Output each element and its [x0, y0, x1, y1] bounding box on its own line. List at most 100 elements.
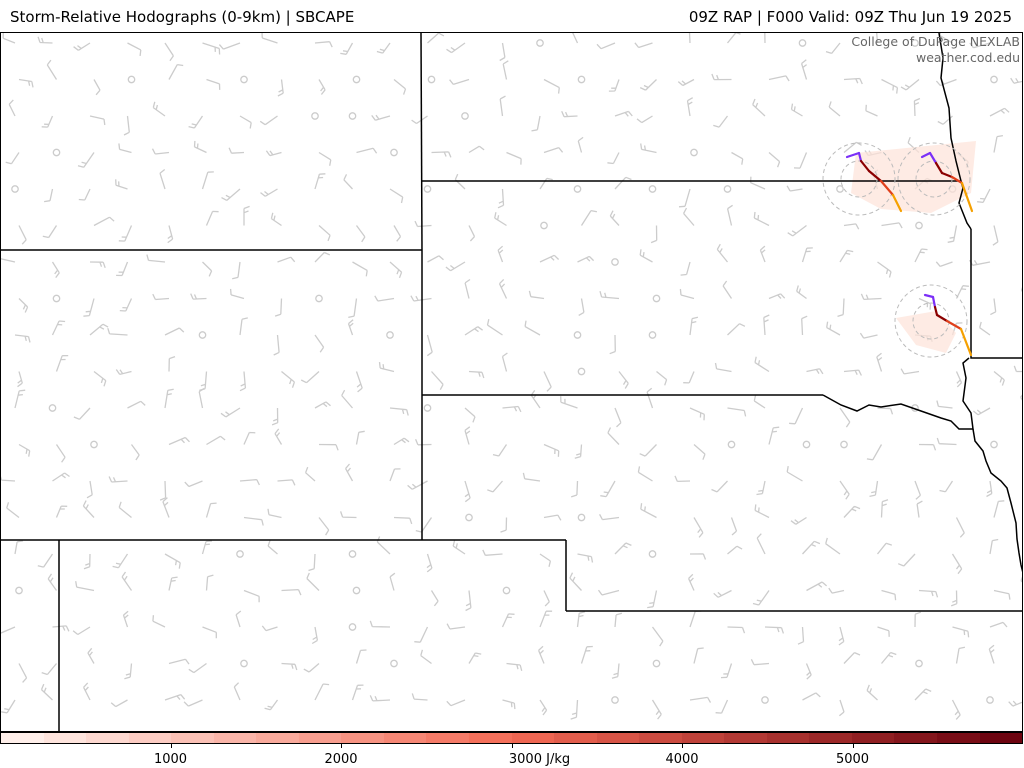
colorbar-tick	[170, 744, 172, 748]
calm-wind-marker	[577, 367, 586, 376]
wind-barb	[609, 210, 620, 226]
wind-barb	[73, 42, 91, 51]
wind-barb	[201, 540, 213, 555]
wind-barb	[843, 141, 862, 154]
colorbar-segment	[1, 733, 44, 743]
wind-barb	[800, 59, 808, 80]
wind-barb	[876, 33, 879, 44]
wind-barb	[1020, 576, 1022, 583]
wind-barb	[561, 110, 578, 118]
colorbar-tick	[511, 744, 513, 748]
hodograph-trace-segment	[879, 179, 895, 197]
wind-barb	[393, 437, 410, 446]
wind-barb	[46, 59, 58, 80]
wind-barb	[468, 225, 476, 242]
calm-wind-marker	[423, 185, 432, 193]
wind-barb	[501, 352, 508, 372]
wind-barb	[502, 405, 522, 413]
hodograph-trace-segment	[960, 181, 974, 213]
wind-barb	[914, 480, 922, 500]
colorbar-segment	[341, 733, 384, 743]
wind-barb	[369, 620, 391, 628]
wind-barb	[352, 261, 368, 277]
colorbar-tick	[341, 744, 342, 748]
wind-barb	[955, 517, 965, 538]
wind-barb	[756, 480, 766, 496]
wind-barb	[877, 626, 890, 637]
wind-barb	[83, 682, 91, 701]
hodograph-trace-segment	[867, 169, 883, 183]
wind-barb	[578, 298, 585, 316]
wind-barb	[802, 540, 821, 555]
wind-barb	[802, 692, 821, 701]
wind-barb	[989, 621, 1008, 628]
wind-barb	[168, 658, 190, 665]
wind-barb	[843, 505, 861, 518]
hodograph-trace-segment	[933, 305, 939, 317]
wind-barb	[900, 368, 920, 375]
wind-barb	[826, 321, 841, 336]
wind-barb	[952, 626, 970, 638]
wind-barb	[17, 371, 23, 388]
wind-barb	[647, 590, 658, 609]
hodograph-2	[897, 142, 974, 216]
wind-barb	[580, 645, 593, 664]
wind-barb	[577, 553, 594, 563]
wind-barb	[793, 152, 808, 169]
wind-barb	[683, 207, 695, 226]
wind-barb	[634, 42, 653, 49]
calm-wind-marker	[540, 221, 548, 230]
wind-barb	[972, 407, 991, 416]
wind-barb	[198, 387, 205, 409]
wind-barb	[539, 610, 553, 628]
wind-barb	[825, 42, 841, 55]
wind-barb	[426, 553, 433, 573]
wind-barb	[843, 369, 862, 376]
wind-barb	[164, 693, 186, 701]
wind-barb	[199, 371, 208, 392]
calm-wind-marker	[311, 112, 319, 120]
wind-barb	[530, 390, 541, 409]
wind-barb	[918, 443, 937, 451]
wind-barb	[711, 480, 728, 493]
wind-barb	[164, 553, 181, 569]
wind-barb	[754, 504, 770, 519]
wind-barb	[8, 99, 16, 117]
colorbar-segment	[426, 733, 470, 743]
colorbar-segment	[43, 733, 87, 743]
calm-wind-marker	[648, 550, 657, 558]
wind-barb	[127, 400, 146, 409]
wind-barb	[951, 699, 961, 720]
wind-barb	[913, 97, 921, 117]
wind-barb	[93, 216, 115, 227]
wind-barb	[693, 647, 704, 664]
wind-barb	[937, 115, 953, 125]
calm-wind-marker	[573, 185, 582, 193]
wind-barb	[637, 466, 653, 482]
calm-wind-marker	[577, 513, 586, 522]
wind-barb	[597, 589, 620, 596]
hodograph-ring	[822, 142, 896, 216]
wind-barb	[270, 212, 282, 227]
sbcape-colorbar	[0, 732, 1023, 744]
calm-wind-marker	[536, 39, 544, 47]
calm-wind-marker	[611, 696, 619, 704]
calm-wind-marker	[915, 221, 923, 230]
wind-barb	[18, 443, 31, 457]
wind-barb	[843, 652, 861, 664]
wind-barb	[609, 334, 616, 355]
wind-barb	[355, 371, 363, 393]
wind-barb	[730, 517, 738, 536]
wind-barb	[539, 553, 552, 567]
wind-barb	[801, 247, 813, 263]
wind-barb	[341, 389, 353, 409]
wind-barb	[168, 436, 190, 446]
wind-barb	[371, 114, 391, 121]
wind-barb	[1, 476, 16, 482]
wind-barb	[41, 115, 54, 128]
wind-barb	[167, 225, 174, 244]
wind-barb	[839, 249, 854, 263]
wind-barb	[689, 553, 707, 560]
calm-wind-marker	[386, 331, 394, 339]
wind-barb	[838, 699, 845, 717]
